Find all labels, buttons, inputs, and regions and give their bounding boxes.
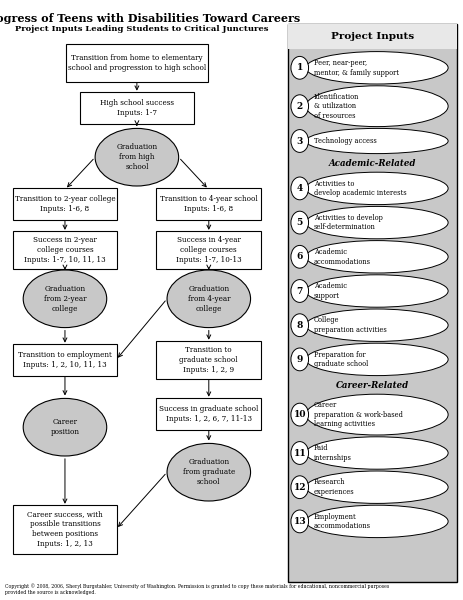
Circle shape (290, 476, 308, 499)
Text: Copyright © 2008, 2006, Sheryl Burgstahler, University of Washington. Permission: Copyright © 2008, 2006, Sheryl Burgstahl… (5, 584, 388, 595)
Circle shape (290, 95, 308, 118)
FancyBboxPatch shape (13, 188, 117, 220)
Text: 10: 10 (293, 410, 305, 419)
Text: 6: 6 (296, 253, 302, 262)
Ellipse shape (305, 505, 447, 538)
Text: College
preparation activities: College preparation activities (313, 316, 386, 334)
Text: 13: 13 (293, 517, 306, 526)
Ellipse shape (305, 309, 447, 341)
FancyBboxPatch shape (156, 231, 261, 269)
Text: Career
preparation & work-based
learning activities: Career preparation & work-based learning… (313, 401, 402, 428)
Text: 12: 12 (293, 483, 306, 492)
Text: Career
position: Career position (50, 418, 79, 436)
Text: Research
experiences: Research experiences (313, 478, 354, 496)
Circle shape (290, 348, 308, 371)
Ellipse shape (305, 128, 447, 154)
Ellipse shape (305, 471, 447, 503)
Circle shape (290, 177, 308, 200)
Text: Success in 2-year
college courses
Inputs: 1-7, 10, 11, 13: Success in 2-year college courses Inputs… (24, 236, 106, 264)
Text: Career success, with
possible transitions
between positions
Inputs: 1, 2, 13: Career success, with possible transition… (27, 511, 103, 548)
Text: Academic-Related: Academic-Related (328, 160, 415, 169)
FancyBboxPatch shape (13, 344, 117, 376)
Text: 9: 9 (296, 355, 302, 364)
Ellipse shape (305, 172, 447, 205)
Text: Preparation for
graduate school: Preparation for graduate school (313, 350, 367, 368)
Text: Career-Related: Career-Related (335, 382, 408, 391)
FancyBboxPatch shape (13, 231, 117, 269)
Text: Employment
accommodations: Employment accommodations (313, 512, 370, 530)
Text: Transition to 2-year college
Inputs: 1-6, 8: Transition to 2-year college Inputs: 1-6… (15, 195, 115, 213)
Ellipse shape (95, 128, 178, 186)
Text: Academic
support: Academic support (313, 282, 346, 300)
Ellipse shape (305, 394, 447, 435)
Text: Transition to 4-year school
Inputs: 1-6, 8: Transition to 4-year school Inputs: 1-6,… (160, 195, 257, 213)
FancyBboxPatch shape (156, 188, 261, 220)
Text: 4: 4 (296, 184, 302, 193)
FancyBboxPatch shape (287, 24, 456, 49)
Ellipse shape (305, 206, 447, 239)
FancyBboxPatch shape (287, 24, 456, 582)
FancyBboxPatch shape (156, 398, 261, 430)
Text: 2: 2 (296, 101, 302, 110)
Ellipse shape (305, 437, 447, 469)
Text: Transition from home to elementary
school and progression to high school: Transition from home to elementary schoo… (68, 54, 206, 72)
Text: Peer, near-peer,
mentor, & family support: Peer, near-peer, mentor, & family suppor… (313, 59, 398, 77)
Text: Technology access: Technology access (313, 137, 375, 145)
Circle shape (290, 314, 308, 337)
Text: Project Inputs Leading Students to Critical Junctures: Project Inputs Leading Students to Criti… (15, 25, 268, 33)
Ellipse shape (305, 343, 447, 376)
Ellipse shape (23, 270, 106, 328)
Ellipse shape (305, 241, 447, 273)
Text: 3: 3 (296, 137, 302, 146)
Circle shape (290, 130, 308, 152)
Text: 5: 5 (296, 218, 302, 227)
Circle shape (290, 211, 308, 234)
FancyBboxPatch shape (13, 505, 117, 553)
Text: Transition to
graduate school
Inputs: 1, 2, 9: Transition to graduate school Inputs: 1,… (179, 346, 238, 374)
Text: 11: 11 (293, 449, 306, 458)
Text: High school success
Inputs: 1-7: High school success Inputs: 1-7 (100, 99, 174, 117)
Text: Graduation
from 2-year
college: Graduation from 2-year college (44, 285, 86, 313)
Ellipse shape (167, 443, 250, 501)
Ellipse shape (305, 52, 447, 84)
Ellipse shape (23, 398, 106, 456)
Text: 1: 1 (296, 63, 302, 72)
Text: Success in 4-year
college courses
Inputs: 1-7, 10-13: Success in 4-year college courses Inputs… (175, 236, 241, 264)
FancyBboxPatch shape (156, 341, 261, 379)
Text: Graduation
from graduate
school: Graduation from graduate school (182, 458, 234, 486)
Text: 8: 8 (296, 321, 302, 330)
Text: Graduation
from high
school: Graduation from high school (116, 143, 157, 171)
Text: Academic
accommodations: Academic accommodations (313, 248, 370, 266)
Circle shape (290, 56, 308, 79)
Text: Transition to employment
Inputs: 1, 2, 10, 11, 13: Transition to employment Inputs: 1, 2, 1… (18, 351, 112, 369)
Circle shape (290, 510, 308, 533)
FancyBboxPatch shape (80, 92, 194, 124)
Text: Activities to develop
self-determination: Activities to develop self-determination (313, 214, 382, 232)
Text: Paid
internships: Paid internships (313, 444, 351, 462)
Text: Graduation
from 4-year
college: Graduation from 4-year college (187, 285, 230, 313)
Text: Success in graduate school
Inputs: 1, 2, 6, 7, 11-13: Success in graduate school Inputs: 1, 2,… (159, 405, 258, 423)
Text: Progress of Teens with Disabilities Toward Careers: Progress of Teens with Disabilities Towa… (0, 13, 300, 24)
FancyBboxPatch shape (66, 44, 207, 82)
Text: 7: 7 (296, 287, 302, 296)
Circle shape (290, 442, 308, 464)
Text: Activities to
develop academic interests: Activities to develop academic interests (313, 179, 406, 197)
Ellipse shape (167, 270, 250, 328)
Circle shape (290, 245, 308, 268)
Circle shape (290, 403, 308, 426)
Ellipse shape (305, 86, 447, 127)
Text: Identification
& utilization
of resources: Identification & utilization of resource… (313, 92, 358, 120)
Ellipse shape (305, 275, 447, 307)
Circle shape (290, 280, 308, 302)
Text: Project Inputs: Project Inputs (330, 32, 413, 41)
